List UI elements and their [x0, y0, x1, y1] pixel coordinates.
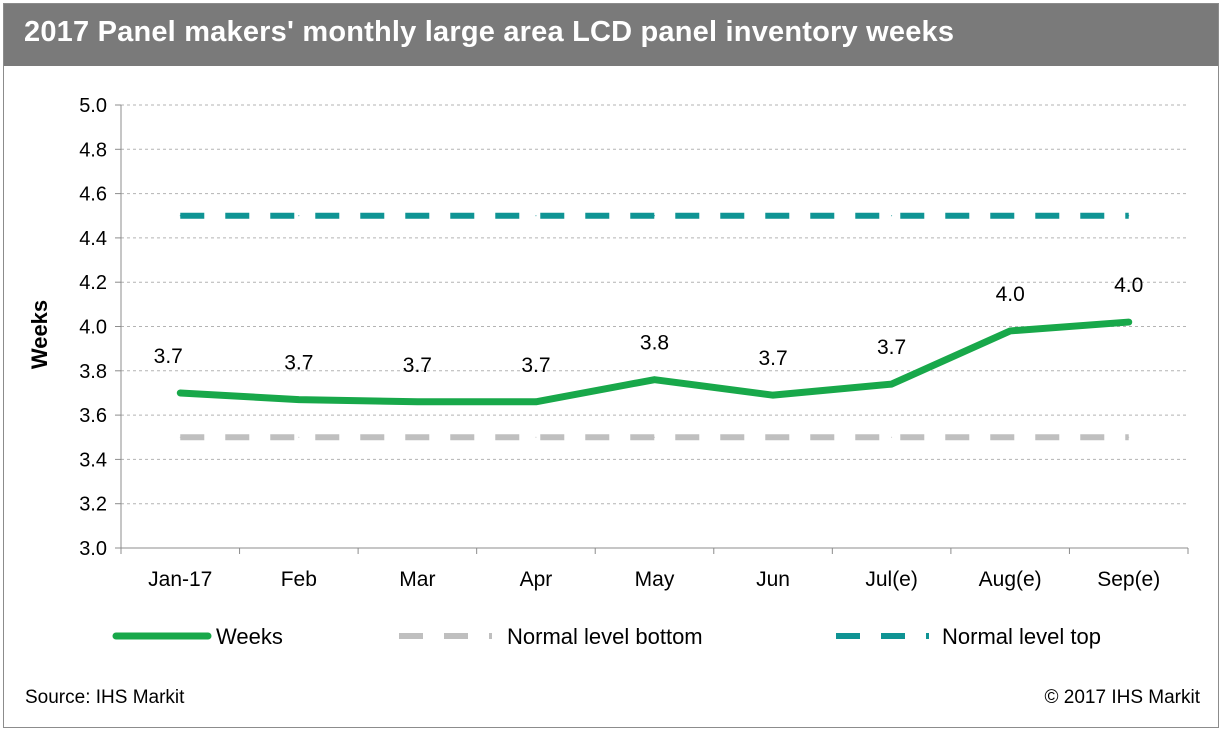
data-point-weeks [651, 376, 658, 383]
x-tick-label: Aug(e) [979, 568, 1042, 591]
x-tick-label: Sep(e) [1097, 568, 1160, 591]
data-point-normal-level-top [772, 215, 774, 217]
title-bar: 2017 Panel makers' monthly large area LC… [4, 4, 1218, 66]
data-label: 3.8 [640, 332, 669, 355]
data-point-weeks [770, 392, 777, 399]
y-tick-label: 4.0 [79, 317, 107, 339]
y-tick-label: 4.2 [79, 272, 107, 294]
y-tick-label: 3.0 [79, 538, 107, 560]
data-label: 3.7 [284, 352, 313, 375]
data-point-weeks [295, 396, 302, 403]
data-point-normal-level-top [654, 215, 655, 217]
data-point-normal-level-bottom [535, 436, 537, 438]
data-point-normal-level-top [891, 215, 893, 217]
y-tick-label: 3.4 [79, 449, 107, 471]
data-point-weeks [532, 398, 539, 405]
y-tick-label: 3.6 [79, 405, 107, 427]
data-point-normal-level-top [416, 215, 418, 217]
y-tick-label: 5.0 [79, 95, 107, 117]
data-point-normal-level-bottom [179, 436, 181, 438]
data-label: 3.7 [877, 336, 906, 359]
data-point-weeks [177, 389, 184, 396]
data-point-normal-level-top [1128, 215, 1130, 217]
x-tick-label: Mar [399, 568, 435, 591]
legend-label-weeks: Weeks [216, 624, 283, 649]
data-point-normal-level-bottom [416, 436, 418, 438]
data-point-normal-level-bottom [1128, 436, 1130, 438]
y-tick-label: 4.6 [79, 184, 107, 206]
x-tick-label: Jul(e) [865, 568, 918, 591]
data-label: 3.7 [758, 347, 787, 370]
data-point-weeks [888, 381, 895, 388]
data-point-normal-level-top [1009, 215, 1011, 217]
data-point-normal-level-bottom [1009, 436, 1011, 438]
x-tick-label: Jan-17 [148, 568, 212, 591]
y-tick-label: 3.8 [79, 361, 107, 383]
y-axis-title: Weeks [27, 300, 52, 369]
data-label: 3.7 [154, 345, 183, 368]
chart-frame: 2017 Panel makers' monthly large area LC… [3, 3, 1219, 728]
data-point-normal-level-bottom [654, 436, 655, 438]
data-point-normal-level-top [535, 215, 537, 217]
x-tick-label: Apr [520, 568, 553, 591]
data-point-normal-level-bottom [772, 436, 774, 438]
chart-title: 2017 Panel makers' monthly large area LC… [24, 16, 955, 48]
data-point-normal-level-top [179, 215, 181, 217]
data-label: 4.0 [1114, 274, 1143, 297]
data-point-weeks [1125, 319, 1132, 326]
data-label: 3.7 [403, 354, 432, 377]
copyright-note: © 2017 IHS Markit [1044, 687, 1201, 708]
data-point-normal-level-top [298, 215, 300, 217]
y-tick-label: 4.8 [79, 139, 107, 161]
x-tick-label: Feb [281, 568, 317, 591]
data-point-weeks [1007, 327, 1014, 334]
legend-label-normal-level-bottom: Normal level bottom [507, 624, 703, 649]
x-tick-label: Jun [756, 568, 790, 591]
legend-label-normal-level-top: Normal level top [942, 624, 1101, 649]
y-tick-label: 4.4 [79, 228, 107, 250]
source-note: Source: IHS Markit [25, 687, 185, 708]
data-label: 4.0 [996, 283, 1025, 306]
y-tick-label: 3.2 [79, 494, 107, 516]
data-point-normal-level-bottom [891, 436, 893, 438]
data-point-weeks [414, 398, 421, 405]
data-label: 3.7 [521, 354, 550, 377]
data-point-normal-level-bottom [298, 436, 300, 438]
x-tick-label: May [635, 568, 675, 591]
